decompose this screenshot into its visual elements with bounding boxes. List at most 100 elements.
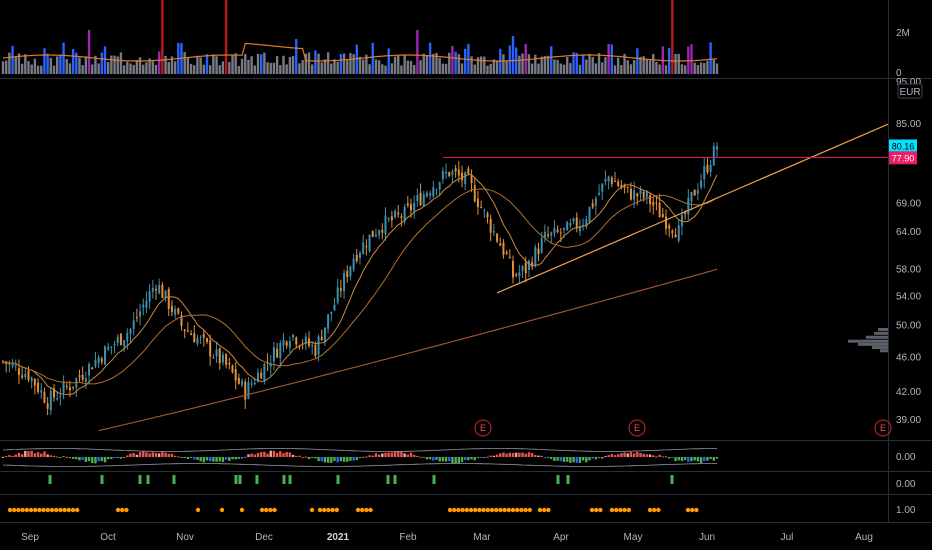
oscillator-bar — [339, 457, 343, 462]
candle-body — [53, 388, 55, 398]
volume-bar — [240, 58, 244, 74]
volume-bar — [68, 63, 72, 74]
oscillator-bar — [403, 453, 406, 457]
candle-body — [671, 230, 674, 234]
volume-bar — [314, 50, 317, 74]
candle-body — [531, 262, 534, 267]
candle-body — [314, 345, 317, 356]
volume-bar — [610, 44, 614, 74]
volume-bar — [263, 52, 266, 74]
volume-bar — [288, 57, 292, 74]
volume-bar — [546, 55, 550, 74]
signal-dot — [62, 507, 67, 513]
volume-bar — [677, 53, 680, 74]
volume-bar — [237, 65, 241, 74]
signal-dot — [598, 507, 603, 513]
oscillator-bar — [629, 452, 633, 457]
signal-tick — [48, 475, 52, 484]
volume-bar — [457, 54, 461, 74]
volume-bar — [699, 62, 703, 74]
candle-body — [323, 327, 326, 342]
candle-body — [658, 202, 661, 218]
oscillator-bar — [151, 452, 155, 457]
oscillator-bar — [234, 457, 237, 460]
oscillator-bar — [460, 457, 464, 462]
volume-bar — [298, 63, 301, 74]
candle-body — [346, 270, 349, 278]
volume-bar — [352, 54, 355, 74]
candle-body — [674, 234, 677, 238]
oscillator-bar — [183, 457, 186, 458]
signal-dot — [75, 507, 80, 513]
candle-body — [21, 375, 24, 378]
volume-bar — [368, 64, 371, 74]
oscillator-bar — [126, 455, 129, 457]
volume-bar — [193, 65, 196, 74]
oscillator-bar — [103, 457, 107, 463]
oscillator-bar — [91, 457, 94, 464]
signal-dot — [656, 507, 661, 513]
volume-bar — [620, 65, 623, 74]
signal-dot — [58, 507, 63, 513]
oscillator-bar — [677, 457, 680, 461]
candle-body — [116, 336, 119, 343]
candle-body — [317, 336, 320, 355]
signal-dot — [468, 507, 474, 513]
volume-bar — [269, 62, 272, 74]
candle-body — [467, 168, 470, 174]
volume-bar — [282, 55, 285, 74]
oscillator-bar — [94, 457, 97, 464]
signal-tick — [238, 475, 242, 484]
oscillator-bar — [100, 457, 104, 462]
candle-body — [684, 212, 687, 214]
oscillator-bar — [476, 457, 480, 458]
oscillator-bar — [49, 455, 53, 457]
volume-bar — [502, 54, 505, 74]
candle-body — [706, 164, 709, 173]
date-tick-label: Mar — [473, 532, 491, 543]
ma-mid-line — [2, 188, 718, 385]
volume-bar — [43, 48, 46, 74]
date-tick-label: May — [624, 532, 643, 543]
signal-dot — [502, 507, 507, 513]
volume-bar — [454, 51, 457, 74]
oscillator-bar — [550, 457, 553, 460]
candle-body — [40, 390, 43, 393]
oscillator-bar — [43, 451, 46, 457]
candle-body — [668, 225, 671, 229]
signal-tick — [556, 475, 560, 484]
oscillator-tick-label: 0.00 — [896, 452, 916, 463]
candle-body — [499, 243, 502, 246]
volume-bar — [173, 61, 177, 74]
oscillator-bar — [365, 456, 368, 458]
oscillator-bar — [655, 456, 658, 458]
candle-body — [276, 348, 279, 358]
oscillator-bar — [438, 457, 441, 462]
candle-body — [336, 287, 339, 303]
candle-body — [362, 242, 365, 254]
candle-body — [492, 231, 495, 233]
volume-bar — [671, 0, 674, 74]
signal-dot — [464, 507, 469, 513]
candle-body — [374, 234, 377, 237]
signal-tick — [288, 475, 292, 484]
volume-bar — [52, 65, 56, 74]
candle-body — [352, 258, 355, 270]
candle-body — [636, 193, 639, 197]
volume-bar — [556, 59, 559, 74]
oscillator-bar — [572, 457, 575, 463]
candle-body — [279, 342, 282, 359]
candle-body — [272, 347, 275, 362]
candle-body — [365, 246, 368, 248]
candle-body — [505, 252, 508, 254]
volume-profile-bar — [878, 327, 888, 331]
volume-bar — [486, 65, 489, 74]
candle-body — [716, 146, 718, 150]
candle-body — [155, 289, 157, 291]
oscillator-bar — [703, 457, 706, 462]
volume-bar — [126, 61, 129, 74]
volume-bar — [683, 65, 687, 74]
candle-body — [378, 230, 381, 235]
volume-bar — [119, 52, 123, 74]
